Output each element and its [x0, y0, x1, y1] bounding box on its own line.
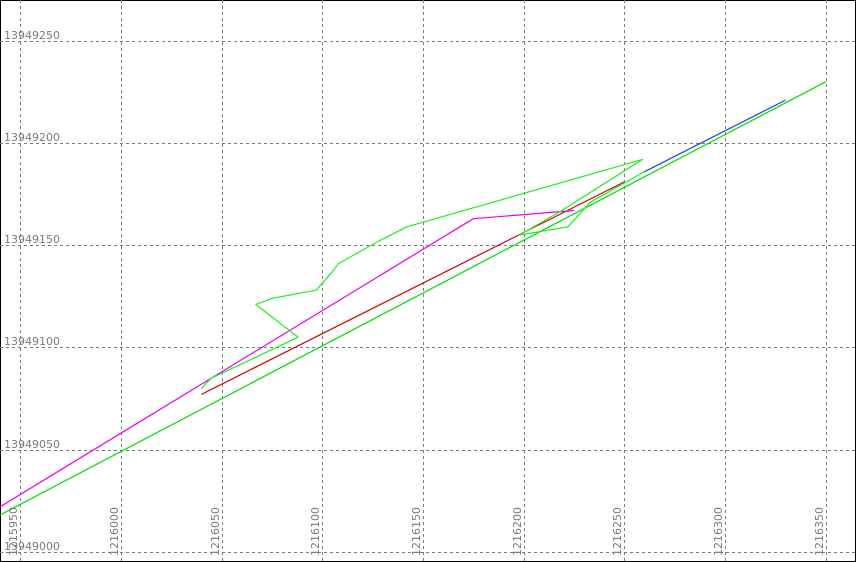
x-tick-label-6: 1216250 — [611, 507, 624, 556]
x-tick-label-2: 1216050 — [209, 507, 222, 556]
y-tick-label-5: 13949250 — [4, 29, 60, 42]
x-tick-label-7: 1216300 — [712, 507, 725, 556]
x-tick-label-5: 1216200 — [511, 507, 524, 556]
x-tick-labels: 1215950 1216000 1216050 1216100 1216150 12162… — [7, 507, 826, 556]
x-tick-label-1: 1216000 — [108, 507, 121, 556]
y-tick-label-2: 13949100 — [4, 335, 60, 348]
series-layer — [0, 81, 827, 516]
x-tick-label-3: 1216100 — [309, 507, 322, 556]
y-tick-label-4: 13949200 — [4, 131, 60, 144]
series-line-0 — [0, 81, 827, 516]
series-line-4 — [644, 99, 786, 173]
y-tick-labels: 13949000 13949050 13949100 13949150 13949200… — [4, 29, 60, 553]
series-line-1 — [201, 181, 625, 395]
x-tick-label-4: 1216150 — [410, 507, 423, 556]
y-tick-label-1: 13949050 — [4, 438, 60, 451]
y-tick-label-3: 13949150 — [4, 233, 60, 246]
x-tick-label-0: 1215950 — [7, 507, 20, 556]
series-line-2 — [0, 209, 575, 508]
x-tick-label-8: 1216350 — [813, 507, 826, 556]
y-tick-label-0: 13949000 — [4, 540, 60, 553]
series-line-3 — [200, 158, 645, 389]
